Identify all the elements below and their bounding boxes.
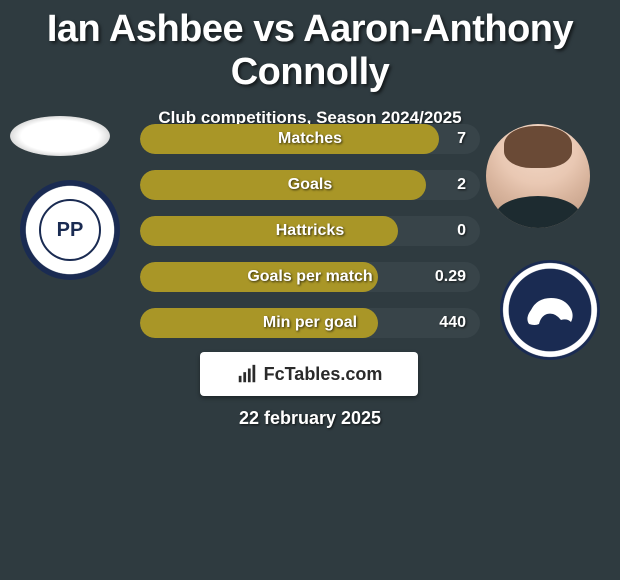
stat-row: Min per goal 440 <box>140 308 480 338</box>
stat-row: Matches 7 <box>140 124 480 154</box>
bar-chart-icon <box>236 363 258 385</box>
stat-value: 2 <box>457 170 466 200</box>
stat-value: 7 <box>457 124 466 154</box>
stat-value: 440 <box>439 308 466 338</box>
snapshot-date: 22 february 2025 <box>0 408 620 429</box>
club-left-initials: PP <box>39 199 101 261</box>
stat-label: Goals <box>140 170 480 200</box>
lion-icon <box>523 290 577 330</box>
stat-label: Goals per match <box>140 262 480 292</box>
stat-label: Hattricks <box>140 216 480 246</box>
stat-row: Hattricks 0 <box>140 216 480 246</box>
stats-container: Matches 7 Goals 2 Hattricks 0 Goals per … <box>140 124 480 354</box>
site-logo-text: FcTables.com <box>264 364 383 385</box>
comparison-title: Ian Ashbee vs Aaron-Anthony Connolly <box>0 0 620 94</box>
player-left-club-badge: PP <box>20 180 120 280</box>
stat-row: Goals per match 0.29 <box>140 262 480 292</box>
stat-value: 0 <box>457 216 466 246</box>
player-left-avatar-placeholder <box>10 116 110 156</box>
stat-label: Matches <box>140 124 480 154</box>
stat-label: Min per goal <box>140 308 480 338</box>
player-right-club-badge <box>500 260 600 360</box>
stat-row: Goals 2 <box>140 170 480 200</box>
player-right-avatar <box>486 124 590 228</box>
site-logo[interactable]: FcTables.com <box>200 352 418 396</box>
stat-value: 0.29 <box>435 262 466 292</box>
